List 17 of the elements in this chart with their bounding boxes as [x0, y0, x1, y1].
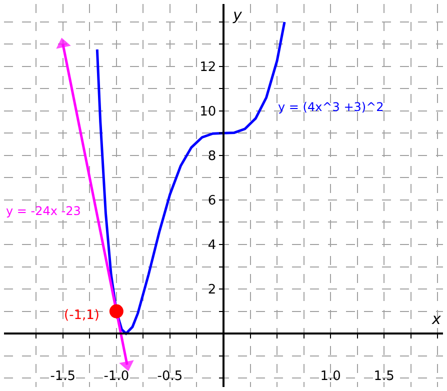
- y-tick-label: 6: [208, 194, 216, 208]
- annotation: y = -24x -23: [6, 204, 81, 218]
- y-tick-label: 2: [208, 282, 216, 298]
- annotation: (-1,1): [64, 308, 100, 323]
- annotation: y = (4x^3 +3)^2: [278, 100, 384, 114]
- point: [109, 304, 124, 318]
- x-tick-label: 1.5: [374, 368, 394, 384]
- x-tick-label: -1.0: [104, 368, 130, 384]
- y-tick-label: 4: [208, 238, 216, 254]
- y-tick-label: 10: [200, 104, 216, 120]
- y-tick-label: 8: [208, 148, 216, 164]
- y-tick-label: 12: [200, 60, 216, 75]
- x-axis-title: x: [431, 310, 441, 328]
- y-axis-title: y: [232, 6, 243, 24]
- x-tick-label: -0.5: [157, 368, 183, 384]
- x-tick-label: 1.0: [320, 368, 341, 384]
- x-tick-label: -1.5: [50, 368, 76, 384]
